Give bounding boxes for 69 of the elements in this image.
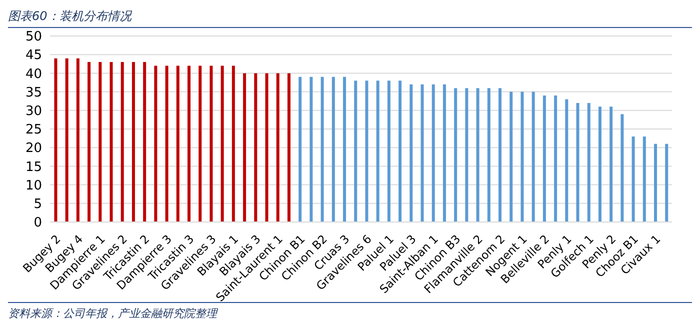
y-tick-label: 45 <box>25 48 42 64</box>
bar <box>654 144 658 222</box>
bar <box>565 99 568 222</box>
y-tick-label: 15 <box>25 160 42 175</box>
bar <box>354 80 358 222</box>
y-tick-label: 0 <box>34 216 42 231</box>
bar <box>65 58 68 222</box>
bar <box>198 66 202 222</box>
bar <box>465 88 468 222</box>
bar <box>542 96 546 222</box>
bar <box>365 80 368 222</box>
bar <box>120 62 124 222</box>
bar <box>554 96 558 222</box>
bar <box>132 62 135 222</box>
chart-title: 图表60：装机分布情况 <box>8 8 692 28</box>
bar <box>610 106 613 222</box>
bar <box>220 66 224 222</box>
y-tick-label: 5 <box>34 197 42 212</box>
bar <box>620 114 624 222</box>
bar <box>520 92 524 222</box>
y-tick-label: 35 <box>25 85 42 100</box>
bar <box>98 62 102 222</box>
bar <box>254 73 258 222</box>
bar <box>632 136 635 222</box>
bar <box>276 73 280 222</box>
bar <box>143 62 146 222</box>
bar <box>343 76 346 222</box>
bar <box>154 66 158 222</box>
bar <box>398 80 402 222</box>
bar <box>243 73 246 222</box>
y-tick-label: 10 <box>25 178 42 194</box>
y-tick-label: 30 <box>25 104 42 120</box>
bar <box>165 66 168 222</box>
y-tick-label: 20 <box>25 141 42 156</box>
bar <box>232 66 235 222</box>
bar <box>587 102 590 222</box>
bar <box>476 88 480 222</box>
bar <box>432 84 435 222</box>
y-tick-label: 40 <box>25 66 42 82</box>
bar <box>76 58 80 222</box>
bar <box>320 76 324 222</box>
bar <box>176 66 180 222</box>
bar <box>642 136 646 222</box>
bar <box>454 88 458 222</box>
bar <box>665 144 668 222</box>
bar <box>332 76 335 222</box>
bar <box>188 66 191 222</box>
y-tick-label: 50 <box>25 30 42 45</box>
text: 资料来源：公司年报，产业金融研究院整理 <box>8 307 217 320</box>
bar <box>265 73 268 222</box>
bar <box>88 62 91 222</box>
bar <box>310 76 313 222</box>
bar <box>376 80 380 222</box>
bar <box>532 92 535 222</box>
bar <box>487 88 490 222</box>
bar <box>287 73 290 222</box>
bar <box>110 62 113 222</box>
bar <box>54 58 58 222</box>
bar <box>410 84 413 222</box>
bar <box>576 102 580 222</box>
y-tick-label: 25 <box>25 122 42 138</box>
bar <box>442 84 446 222</box>
bar <box>298 76 302 222</box>
bar <box>510 92 513 222</box>
bar <box>598 106 602 222</box>
bar <box>210 66 213 222</box>
bar <box>387 80 390 222</box>
bar <box>420 84 424 222</box>
bar <box>498 88 502 222</box>
